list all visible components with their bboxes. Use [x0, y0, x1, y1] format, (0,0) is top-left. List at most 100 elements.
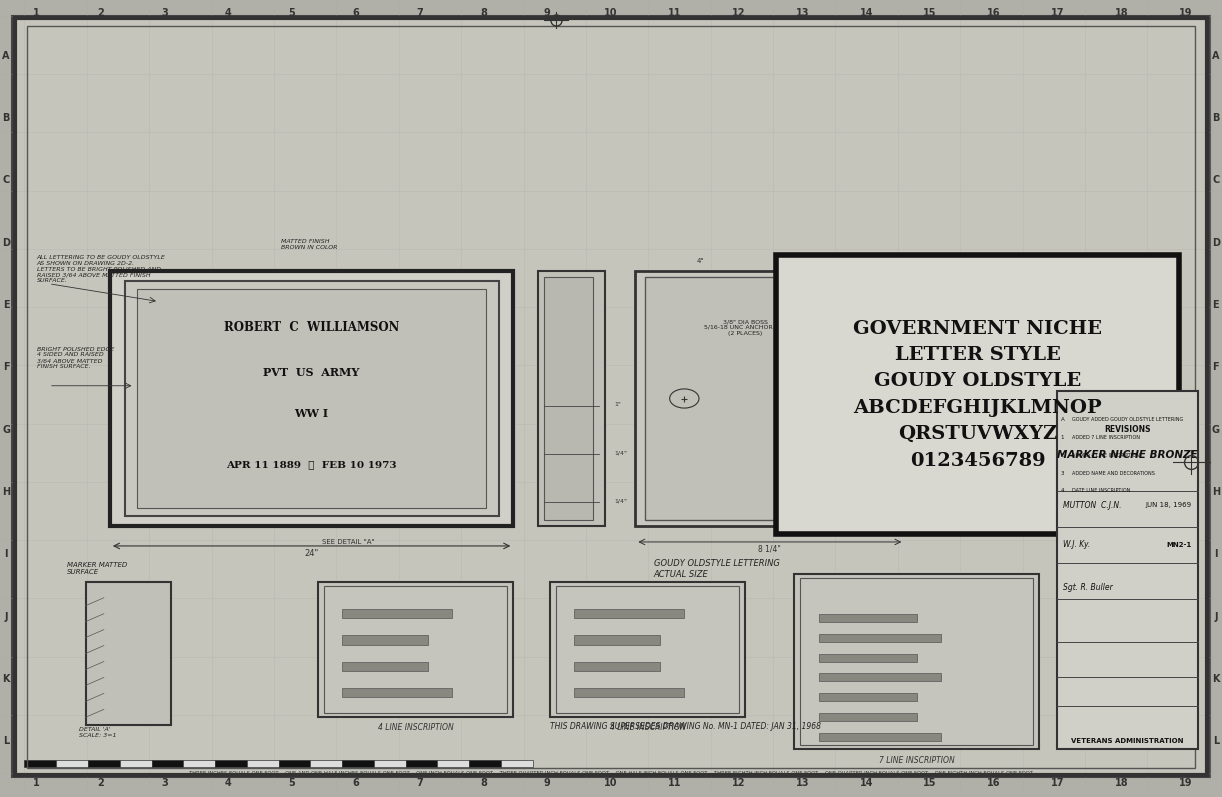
- Text: 4 LINE INSCRIPTION: 4 LINE INSCRIPTION: [378, 723, 453, 732]
- Text: 11: 11: [668, 8, 682, 18]
- Bar: [574, 635, 660, 645]
- Text: 7: 7: [417, 8, 423, 18]
- Bar: [152, 760, 183, 767]
- Text: E: E: [2, 300, 10, 310]
- Text: 2: 2: [97, 778, 104, 787]
- Bar: [645, 277, 895, 520]
- Text: REVISIONS: REVISIONS: [1103, 426, 1151, 434]
- Text: MUTTON  C.J.N.: MUTTON C.J.N.: [1063, 501, 1122, 510]
- Bar: [183, 760, 215, 767]
- Bar: [374, 760, 406, 767]
- Bar: [125, 281, 499, 516]
- Text: 14: 14: [859, 778, 873, 787]
- Text: 5: 5: [288, 778, 296, 787]
- Text: 1: 1: [1061, 434, 1064, 440]
- Text: L: L: [1212, 736, 1220, 746]
- Text: MATTED FINISH
BROWN IN COLOR: MATTED FINISH BROWN IN COLOR: [281, 239, 337, 250]
- Text: 17: 17: [1051, 8, 1064, 18]
- Bar: [215, 760, 247, 767]
- Text: 1/4": 1/4": [615, 498, 628, 503]
- Text: A: A: [1061, 417, 1064, 422]
- Bar: [819, 673, 941, 681]
- Text: I: I: [1215, 549, 1217, 559]
- Text: 10: 10: [604, 8, 618, 18]
- Text: SEE DETAIL "A": SEE DETAIL "A": [321, 539, 375, 544]
- Text: MN2-1: MN2-1: [1166, 542, 1191, 548]
- Bar: [342, 662, 428, 671]
- Text: E: E: [1212, 300, 1220, 310]
- Text: G: G: [2, 425, 10, 434]
- Text: GOUDY OLDSTYLE LETTERING
ACTUAL SIZE: GOUDY OLDSTYLE LETTERING ACTUAL SIZE: [654, 559, 780, 579]
- Bar: [556, 586, 739, 713]
- Text: THIS DRAWING SUPERSEDES DRAWING No. MN-1 DATED: JAN 31, 1968: THIS DRAWING SUPERSEDES DRAWING No. MN-1…: [550, 722, 821, 732]
- Bar: [406, 760, 437, 767]
- Text: 8: 8: [480, 8, 486, 18]
- Text: D: D: [1212, 238, 1220, 248]
- Bar: [342, 688, 452, 697]
- Bar: [24, 760, 56, 767]
- Text: 4: 4: [225, 8, 231, 18]
- Text: Sgt. R. Buller: Sgt. R. Buller: [1063, 583, 1113, 592]
- Text: THREE INCHES EQUALS ONE FOOT    ONE AND ONE-HALF INCHES EQUALS ONE FOOT    ONE I: THREE INCHES EQUALS ONE FOOT ONE AND ONE…: [189, 771, 1033, 775]
- Text: J: J: [1215, 611, 1217, 622]
- Text: I: I: [5, 549, 7, 559]
- Bar: [550, 582, 745, 717]
- Bar: [86, 582, 171, 725]
- Bar: [437, 760, 469, 767]
- Text: 3: 3: [161, 778, 167, 787]
- Bar: [501, 760, 533, 767]
- Text: J: J: [5, 611, 7, 622]
- Bar: [342, 760, 374, 767]
- Bar: [318, 582, 513, 717]
- Text: BRIGHT POLISHED EDGE
4 SIDED AND RAISED
3/64 ABOVE MATTED
FINISH SURFACE.: BRIGHT POLISHED EDGE 4 SIDED AND RAISED …: [37, 347, 114, 369]
- Bar: [137, 289, 486, 508]
- Text: ROBERT  C  WILLIAMSON: ROBERT C WILLIAMSON: [224, 320, 400, 334]
- Text: 10: 10: [604, 778, 618, 787]
- Text: H: H: [2, 487, 10, 497]
- Bar: [635, 271, 904, 526]
- Text: 3: 3: [1061, 470, 1064, 476]
- Text: VETERANS ADMINISTRATION: VETERANS ADMINISTRATION: [1070, 738, 1184, 744]
- Bar: [819, 693, 916, 701]
- Text: 3: 3: [161, 8, 167, 18]
- Bar: [794, 574, 1039, 749]
- Text: D: D: [2, 238, 10, 248]
- Text: 2: 2: [97, 8, 104, 18]
- Bar: [574, 609, 684, 618]
- Bar: [819, 634, 941, 642]
- Text: 16: 16: [987, 778, 1001, 787]
- Bar: [342, 609, 452, 618]
- Bar: [88, 760, 120, 767]
- Text: 1: 1: [33, 8, 40, 18]
- Text: 13: 13: [796, 8, 809, 18]
- Text: GOUDY ADDED GOUDY OLDSTYLE LETTERING: GOUDY ADDED GOUDY OLDSTYLE LETTERING: [1072, 417, 1183, 422]
- Text: GOVERNMENT NICHE
LETTER STYLE
GOUDY OLDSTYLE
ABCDEFGHIJKLMNOP
QRSTUVWXYZ
0123456: GOVERNMENT NICHE LETTER STYLE GOUDY OLDS…: [853, 320, 1102, 469]
- Text: ALL LETTERING TO BE GOUDY OLDSTYLE
AS SHOWN ON DRAWING 2D-2.
LETTERS TO BE BRIGH: ALL LETTERING TO BE GOUDY OLDSTYLE AS SH…: [37, 255, 165, 283]
- Text: B: B: [2, 113, 10, 123]
- Text: MARKER NICHE BRONZE: MARKER NICHE BRONZE: [1057, 450, 1198, 460]
- Bar: [324, 586, 507, 713]
- Text: 9: 9: [544, 8, 551, 18]
- Text: 13: 13: [796, 778, 809, 787]
- Text: 5: 5: [288, 8, 296, 18]
- Text: 15: 15: [924, 8, 937, 18]
- Text: 12: 12: [732, 778, 745, 787]
- Bar: [819, 614, 916, 622]
- Text: G: G: [1212, 425, 1220, 434]
- Text: K: K: [1212, 674, 1220, 684]
- Text: W.J. Ky.: W.J. Ky.: [1063, 540, 1090, 549]
- Text: WW I: WW I: [295, 408, 329, 419]
- Bar: [538, 271, 605, 526]
- Bar: [279, 760, 310, 767]
- Bar: [574, 688, 684, 697]
- Bar: [819, 733, 941, 741]
- Bar: [56, 760, 88, 767]
- Text: ADDED 7 LINE INSCRIPTION: ADDED 7 LINE INSCRIPTION: [1072, 434, 1140, 440]
- Text: 8 1/4": 8 1/4": [759, 544, 781, 554]
- Bar: [342, 635, 428, 645]
- Bar: [574, 662, 660, 671]
- Text: 9: 9: [544, 778, 551, 787]
- Bar: [819, 713, 916, 721]
- Bar: [469, 760, 501, 767]
- Text: APR 11 1889  ✝  FEB 10 1973: APR 11 1889 ✝ FEB 10 1973: [226, 461, 397, 469]
